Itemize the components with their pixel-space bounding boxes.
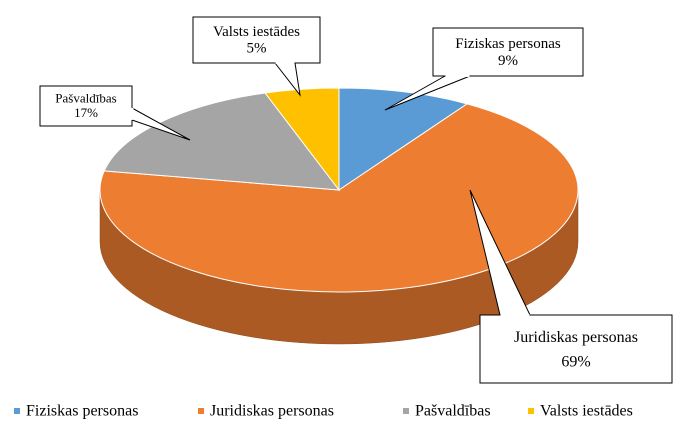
slice — [264, 87, 340, 192]
legend-swatch — [14, 408, 20, 414]
callout-box — [479, 314, 673, 384]
data-label-value: 17% — [74, 105, 98, 120]
legend-label: Pašvaldības — [415, 403, 491, 420]
legend-label: Juridiskas personas — [210, 403, 334, 420]
legend-swatch — [528, 408, 534, 414]
callout-box — [39, 85, 133, 127]
callout-box — [192, 16, 321, 64]
legend-label: Fiziskas personas — [26, 403, 138, 420]
legend-label: Valsts iestādes — [540, 403, 633, 420]
slice — [338, 87, 469, 191]
data-label-name: Pašvaldības — [55, 91, 116, 106]
callout-box — [432, 27, 584, 77]
data-label-value: 5% — [247, 41, 267, 57]
legend-swatch — [403, 408, 409, 414]
data-label-value: 69% — [561, 353, 590, 370]
data-label-name: Valsts iestādes — [213, 24, 300, 40]
data-label-name: Juridiskas personas — [514, 329, 638, 346]
legend-swatch — [198, 408, 204, 414]
slice — [99, 103, 579, 293]
slice — [103, 92, 341, 191]
data-label-name: Fiziskas personas — [455, 36, 561, 52]
data-label-value: 9% — [498, 53, 518, 69]
callout-seam — [130, 107, 134, 121]
